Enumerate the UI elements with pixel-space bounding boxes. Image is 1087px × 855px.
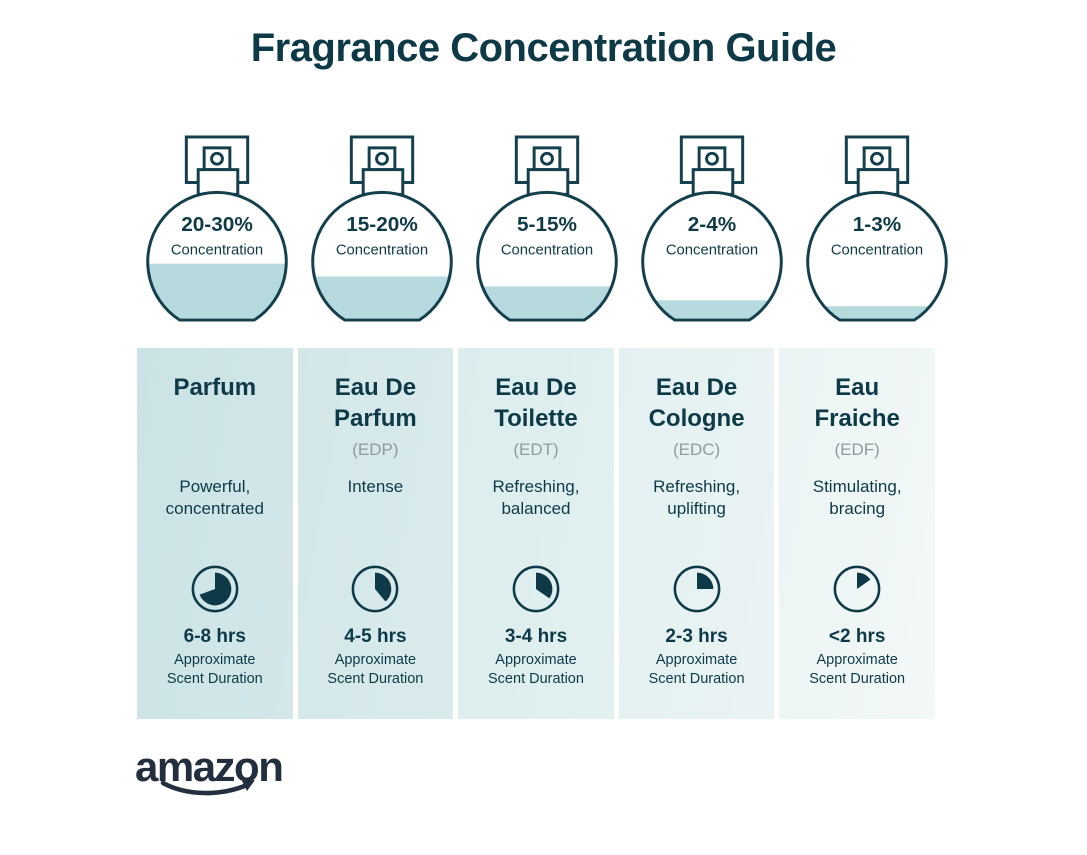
fragrance-description: Powerful, concentrated [165,477,264,518]
bottle-eau-fraiche: 1-3% Concentration [797,135,957,325]
fragrance-name: Eau De Cologne [648,374,745,432]
scent-duration-clock-icon [352,565,399,613]
fragrance-description: Refreshing, balanced [492,477,580,518]
concentration-percent: 5-15% [517,213,577,236]
perfume-bottle-icon: 15-20% Concentration [311,135,453,322]
nozzle-hole-icon [705,151,719,166]
nozzle-hole-icon [540,151,554,166]
bottle-eau-de-toilette: 5-15% Concentration [467,135,627,325]
bottle-neck [526,168,570,196]
concentration-word: Concentration [171,243,263,259]
concentration-percent: 15-20% [346,213,418,236]
fragrance-abbr: (EDP) [352,440,399,459]
scent-duration-clock-icon [191,565,239,613]
concentration-word: Concentration [336,243,428,259]
duration-caption: Approximate Scent Duration [327,652,424,687]
duration-value: 3-4 hrs [504,626,568,647]
liquid-fill [807,306,947,320]
bottle-eau-de-cologne: 2-4% Concentration [632,135,792,325]
concentration-word: Concentration [831,243,923,259]
concentration-percent: 1-3% [853,213,901,236]
fragrance-abbr: (EDT) [513,440,559,459]
concentration-percent: 2-4% [688,213,736,236]
duration-value: <2 hrs [828,626,886,647]
perfume-bottle-icon: 2-4% Concentration [641,135,783,322]
duration-value: 2-3 hrs [665,626,728,647]
fragrance-name: Eau Fraiche [814,374,900,432]
duration-value: 6-8 hrs [183,626,246,647]
bottle-body [807,192,947,321]
bottle-neck [691,168,735,196]
bottle-neck [196,168,240,196]
scent-duration-clock-icon [512,565,560,613]
duration-caption: Approximate Scent Duration [648,652,745,687]
fragrance-description: Stimulating, bracing [812,477,902,518]
scent-duration-clock-icon [833,565,881,613]
concentration-word: Concentration [501,243,593,259]
fragrance-name: Parfum [173,374,257,401]
bottle-body [642,192,782,321]
nozzle-hole-icon [375,151,389,166]
perfume-bottle-icon: 20-30% Concentration [146,135,288,322]
perfume-bottle-icon: 1-3% Concentration [806,135,948,322]
fragrance-description: Refreshing, uplifting [653,477,741,518]
duration-caption: Approximate Scent Duration [809,652,906,687]
nozzle-hole-icon [870,151,884,166]
scent-duration-clock-icon [673,565,720,613]
bottle-neck [361,168,405,196]
amazon-logo: amazon [135,746,295,800]
amazon-smile-icon [160,780,255,796]
fragrance-abbr: (EDF) [834,440,880,459]
perfume-bottle-icon: 5-15% Concentration [476,135,618,322]
duration-caption: Approximate Scent Duration [488,652,584,687]
fragrance-name: Eau De Toilette [494,374,578,432]
column-parfum: Parfum Powerful, concentrated 6-8 hrs Ap… [137,348,293,719]
amazon-wordmark: amazon [135,743,284,790]
column-eau-de-toilette: Eau De Toilette (EDT) Refreshing, balanc… [458,348,614,719]
concentration-word: Concentration [666,243,758,259]
column-eau-fraiche: Eau Fraiche (EDF) Stimulating, bracing <… [779,348,935,719]
info-columns: Parfum Powerful, concentrated 6-8 hrs Ap… [137,348,935,719]
bottle-neck [856,168,900,196]
fragrance-abbr: (EDC) [672,440,721,459]
fragrance-name: Eau De Parfum [334,374,417,432]
fragrance-description: Intense [347,477,404,496]
column-eau-de-parfum: Eau De Parfum (EDP) Intense 4-5 hrs Appr… [297,348,454,719]
liquid-fill [147,263,287,320]
duration-caption: Approximate Scent Duration [166,652,263,687]
bottles-row: 20-30% Concentration 15-20% Concentratio… [137,135,948,325]
page-title: Fragrance Concentration Guide [250,26,837,70]
liquid-fill [642,300,782,320]
concentration-percent: 20-30% [181,213,253,236]
nozzle-hole-icon [210,151,224,166]
bottle-eau-de-parfum: 15-20% Concentration [302,135,462,325]
column-eau-de-cologne: Eau De Cologne (EDC) Refreshing, uplifti… [618,348,775,719]
duration-value: 4-5 hrs [344,626,407,647]
bottle-parfum: 20-30% Concentration [137,135,297,325]
